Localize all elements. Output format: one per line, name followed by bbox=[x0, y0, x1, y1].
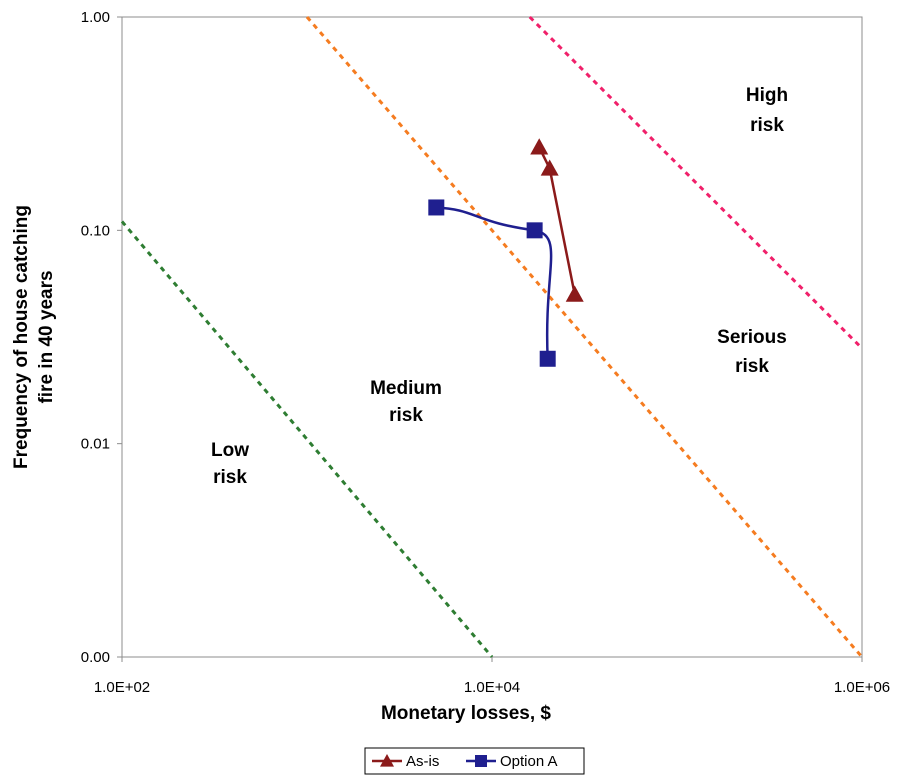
triangle-marker bbox=[380, 754, 394, 767]
x-tick-label: 1.0E+04 bbox=[464, 679, 520, 696]
legend: As-is Option A bbox=[364, 747, 585, 775]
zone-label-high-line1: High bbox=[746, 85, 788, 106]
zone-label-serious-line2: risk bbox=[735, 356, 769, 377]
zone-label-low-line2: risk bbox=[213, 467, 247, 488]
square-marker bbox=[526, 222, 543, 239]
axis-ticks: 1.0E+02 1.0E+04 1.0E+06 1.00 0.10 0.01 0.00 bbox=[81, 9, 890, 696]
square-marker bbox=[475, 755, 487, 767]
y-tick-label: 1.00 bbox=[81, 9, 110, 26]
x-tick-label: 1.0E+06 bbox=[834, 679, 890, 696]
zone-label-medium-line2: risk bbox=[389, 405, 423, 426]
risk-boundary-line bbox=[305, 16, 864, 658]
y-tick-label: 0.10 bbox=[81, 222, 110, 239]
y-tick-label: 0.01 bbox=[81, 436, 110, 453]
plot-area bbox=[121, 16, 863, 658]
zone-label-medium: Medium risk bbox=[370, 378, 442, 426]
square-marker bbox=[539, 350, 556, 367]
x-axis-title: Monetary losses, $ bbox=[381, 703, 551, 724]
zone-label-high-line2: risk bbox=[750, 115, 784, 136]
series-group bbox=[428, 138, 584, 367]
y-axis-title-line1: Frequency of house catching bbox=[11, 205, 32, 469]
square-marker bbox=[428, 199, 445, 216]
y-axis-title-line2: fire in 40 years bbox=[36, 270, 57, 403]
y-tick-label: 0.00 bbox=[81, 649, 110, 666]
legend-label: Option A bbox=[500, 753, 558, 770]
x-tick-label: 1.0E+02 bbox=[94, 679, 150, 696]
zone-label-low: Low risk bbox=[211, 440, 249, 488]
zone-label-medium-line1: Medium bbox=[370, 378, 442, 399]
risk-boundaries bbox=[120, 15, 864, 658]
risk-boundary-line bbox=[528, 15, 864, 350]
zone-label-serious-line1: Serious bbox=[717, 327, 787, 348]
y-axis-title: Frequency of house catching fire in 40 y… bbox=[11, 205, 57, 469]
zone-label-low-line1: Low bbox=[211, 440, 249, 461]
legend-label: As-is bbox=[406, 753, 439, 770]
triangle-marker bbox=[530, 138, 549, 155]
zone-label-high: High risk bbox=[746, 85, 788, 136]
triangle-marker bbox=[540, 159, 559, 176]
zone-label-serious: Serious risk bbox=[717, 327, 787, 377]
triangle-marker bbox=[565, 285, 584, 302]
